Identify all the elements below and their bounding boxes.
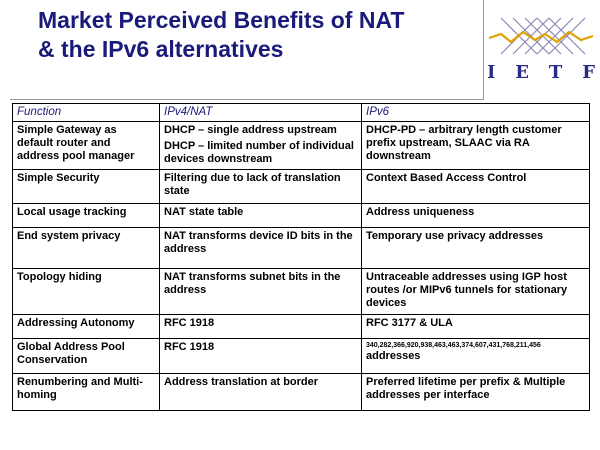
table-row: Topology hiding NAT transforms subnet bi… [12,268,590,315]
ipv4-cell: Filtering due to lack of translation sta… [159,169,362,204]
function-cell: Topology hiding [12,268,160,315]
ipv6-cell: Address uniqueness [361,203,590,228]
ipv6-address-count: 340,282,366,920,938,463,463,374,607,431,… [366,342,541,349]
header-ipv4-nat: IPv4/NAT [159,103,362,122]
function-cell: Addressing Autonomy [12,314,160,339]
ipv4-cell: NAT transforms subnet bits in the addres… [159,268,362,315]
function-cell: Local usage tracking [12,203,160,228]
table-header-row: Function IPv4/NAT IPv6 [12,103,590,122]
ipv6-cell: Preferred lifetime per prefix & Multiple… [361,373,590,411]
ipv4-cell: RFC 1918 [159,338,362,374]
function-cell: Simple Security [12,169,160,204]
ipv6-cell: Untraceable addresses using IGP host rou… [361,268,590,315]
function-cell: End system privacy [12,227,160,269]
ipv6-cell: DHCP-PD – arbitrary length customer pref… [361,121,590,170]
slide-title: Market Perceived Benefits of NAT & the I… [38,6,478,64]
ipv6-cell: Temporary use privacy addresses [361,227,590,269]
title-line-2: & the IPv6 alternatives [38,36,284,62]
header-divider-vertical [483,0,484,100]
function-cell: Simple Gateway as default router and add… [12,121,160,170]
table-row: Local usage tracking NAT state table Add… [12,203,590,228]
ipv6-cell: RFC 3177 & ULA [361,314,590,339]
header-function: Function [12,103,160,122]
header-divider-horizontal [10,99,484,100]
title-line-1: Market Perceived Benefits of NAT [38,7,405,33]
function-cell: Global Address Pool Conservation [12,338,160,374]
header-ipv6: IPv6 [361,103,590,122]
table-row: End system privacy NAT transforms device… [12,227,590,269]
ipv4-cell: NAT transforms device ID bits in the add… [159,227,362,269]
table-row: Addressing Autonomy RFC 1918 RFC 3177 & … [12,314,590,339]
ietf-logo-graphic [488,17,594,55]
ipv6-address-label: addresses [366,350,421,362]
ietf-logo-text: I E T F [487,62,595,83]
table-row: Simple Security Filtering due to lack of… [12,169,590,204]
ipv6-cell: 340,282,366,920,938,463,463,374,607,431,… [361,338,590,374]
table-row: Renumbering and Multi-homing Address tra… [12,373,590,411]
benefits-table: Function IPv4/NAT IPv6 Simple Gateway as… [12,103,590,411]
ietf-logo: I E T F [487,12,595,92]
ipv4-cell: Address translation at border [159,373,362,411]
ipv4-cell: RFC 1918 [159,314,362,339]
table-row: Simple Gateway as default router and add… [12,121,590,170]
ipv4-cell: DHCP – single address upstream DHCP – li… [159,121,362,170]
ipv6-cell: Context Based Access Control [361,169,590,204]
function-cell: Renumbering and Multi-homing [12,373,160,411]
table-row: Global Address Pool Conservation RFC 191… [12,338,590,374]
ipv4-cell: NAT state table [159,203,362,228]
